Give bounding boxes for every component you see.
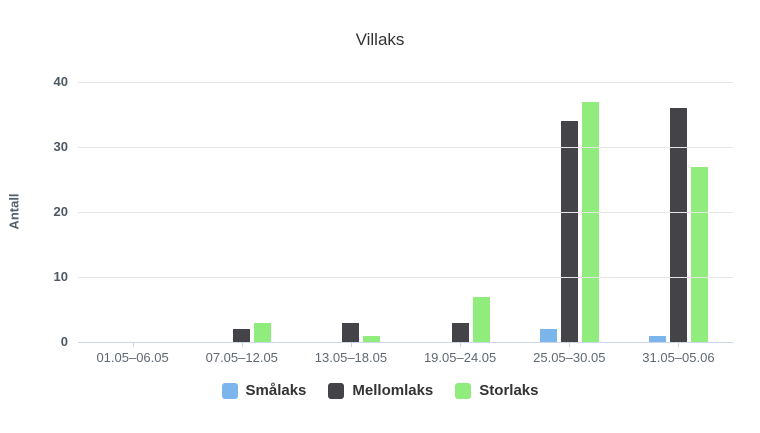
bar-group-5 (515, 82, 624, 342)
y-tick-label-0: 0 (60, 334, 68, 349)
bar-group-3 (296, 82, 405, 342)
legend-swatch-storlaks (455, 382, 472, 399)
legend-item-mellomlaks[interactable]: Mellomlaks (328, 382, 433, 399)
bar-group-4 (406, 82, 515, 342)
x-tick-2 (241, 342, 243, 347)
legend-label-smålaks: Smålaks (245, 382, 307, 399)
legend-label-mellomlaks: Mellomlaks (352, 382, 434, 399)
x-axis-labels: 01.05–06.05 07.05–12.05 13.05–18.05 19.05–2… (78, 350, 733, 365)
gridline-y-30 (78, 147, 733, 148)
legend-swatch-smålaks (221, 382, 238, 399)
bar-storlaks-5[interactable] (581, 101, 599, 342)
y-tick-label-10: 10 (53, 269, 68, 284)
x-tick-4 (460, 342, 462, 347)
x-label-5: 25.05–30.05 (533, 350, 606, 365)
bar-storlaks-4[interactable] (472, 296, 490, 342)
bar-mellomlaks-6[interactable] (669, 108, 687, 342)
bar-mellomlaks-2[interactable] (233, 329, 251, 342)
y-tick-label-30: 30 (53, 139, 68, 154)
bar-group-2 (187, 82, 296, 342)
x-label-2: 07.05–12.05 (205, 350, 278, 365)
x-tick-1 (132, 342, 134, 347)
x-label-6: 31.05–05.06 (642, 350, 715, 365)
gridline-y-40 (78, 82, 733, 83)
bar-smålaks-6[interactable] (648, 335, 666, 342)
bar-smålaks-5[interactable] (539, 329, 557, 342)
bar-mellomlaks-5[interactable] (560, 121, 578, 342)
bar-storlaks-3[interactable] (363, 335, 381, 342)
x-label-4: 19.05–24.05 (423, 350, 497, 365)
legend: Smålaks Mellomlaks Storlaks (0, 382, 760, 399)
legend-item-smålaks[interactable]: Smålaks (221, 382, 307, 399)
bar-groups (78, 82, 733, 342)
bar-mellomlaks-3[interactable] (342, 322, 360, 342)
x-label-3: 13.05–18.05 (314, 350, 388, 365)
plot-area (78, 82, 733, 347)
legend-swatch-mellomlaks (328, 382, 345, 399)
y-tick-label-40: 40 (53, 74, 68, 89)
bar-group-6 (624, 82, 733, 342)
y-tick-label-20: 20 (53, 204, 68, 219)
bar-mellomlaks-4[interactable] (451, 322, 469, 342)
chart-title: Villaks (355, 30, 405, 49)
x-tick-3 (350, 342, 352, 347)
legend-item-storlaks[interactable]: Storlaks (455, 382, 538, 399)
x-tick-6 (678, 342, 680, 347)
gridline-y-20 (78, 212, 733, 213)
x-label-1: 01.05–06.05 (96, 350, 169, 365)
gridline-y-10 (78, 277, 733, 278)
x-tick-5 (569, 342, 571, 347)
legend-label-storlaks: Storlaks (479, 382, 539, 399)
bar-storlaks-2[interactable] (254, 322, 272, 342)
bar-storlaks-6[interactable] (690, 166, 708, 342)
